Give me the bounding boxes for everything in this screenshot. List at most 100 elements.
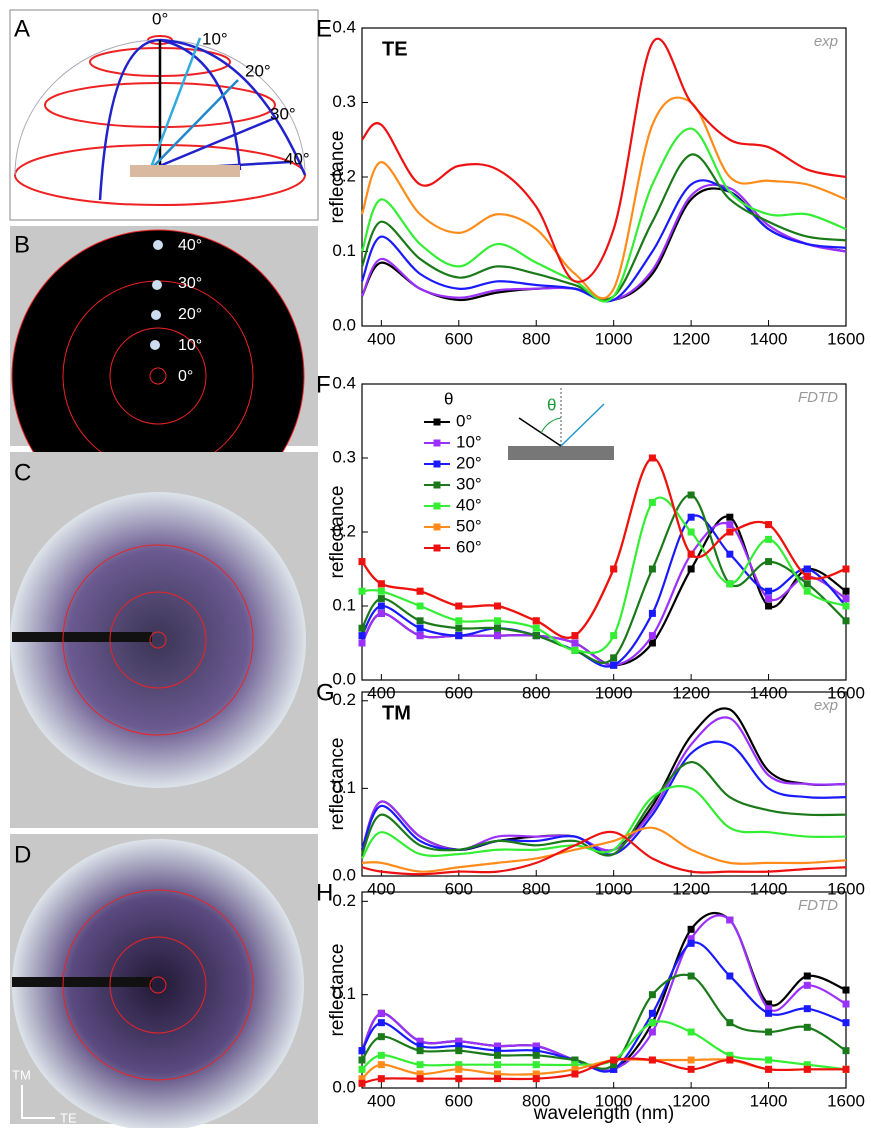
marker xyxy=(571,640,578,647)
y-tick-label: 0.3 xyxy=(332,447,356,466)
marker xyxy=(417,1075,424,1082)
x-tick-label: 1000 xyxy=(595,879,633,898)
marker xyxy=(571,632,578,639)
marker xyxy=(843,1001,850,1008)
marker xyxy=(494,603,501,610)
x-tick-label: 600 xyxy=(445,879,473,898)
y-tick-label: 0.2 xyxy=(332,891,356,910)
marker xyxy=(843,1019,850,1026)
marker xyxy=(455,1075,462,1082)
marker xyxy=(649,1010,656,1017)
marker xyxy=(378,603,385,610)
inset-arc xyxy=(541,418,561,433)
marker xyxy=(765,1029,772,1036)
angle-label: 10° xyxy=(202,29,228,48)
marker xyxy=(726,973,733,980)
marker xyxy=(765,1066,772,1073)
panel-label: B xyxy=(14,231,30,258)
series-line xyxy=(362,742,846,855)
marker xyxy=(610,632,617,639)
x-axis-label: wavelength (nm) xyxy=(533,1103,674,1124)
marker xyxy=(649,455,656,462)
legend-marker xyxy=(434,503,441,510)
legend-marker xyxy=(434,461,441,468)
series-line xyxy=(362,129,846,302)
marker xyxy=(359,558,366,565)
panel-label: A xyxy=(14,15,30,42)
y-tick-label: 0.4 xyxy=(332,17,356,36)
marker xyxy=(571,647,578,654)
x-tick-label: 1000 xyxy=(595,683,633,702)
marker xyxy=(688,566,695,573)
inset-surface xyxy=(508,446,614,460)
marker xyxy=(378,610,385,617)
x-tick-label: 1400 xyxy=(750,879,788,898)
marker xyxy=(804,588,811,595)
axis-label: TM xyxy=(12,1067,31,1082)
marker xyxy=(359,632,366,639)
marker xyxy=(843,566,850,573)
legend-label: 40° xyxy=(456,495,482,514)
chart-title: TE xyxy=(382,38,408,60)
annotation: FDTD xyxy=(798,389,838,406)
x-tick-label: 600 xyxy=(445,329,473,348)
x-tick-label: 1200 xyxy=(672,879,710,898)
x-tick-label: 1200 xyxy=(672,329,710,348)
marker xyxy=(843,603,850,610)
marker xyxy=(359,1057,366,1064)
marker xyxy=(378,1061,385,1068)
y-axis-label: reflectance xyxy=(327,486,348,579)
marker xyxy=(359,588,366,595)
legend-label: 50° xyxy=(456,516,482,535)
x-tick-label: 400 xyxy=(367,683,395,702)
marker xyxy=(610,662,617,669)
marker xyxy=(726,529,733,536)
angle-label: 0° xyxy=(178,368,193,385)
marker xyxy=(649,499,656,506)
marker xyxy=(533,1061,540,1068)
panel-label: G xyxy=(316,679,335,706)
angle-label: 20° xyxy=(245,61,271,80)
marker xyxy=(726,514,733,521)
angle-label: 20° xyxy=(178,306,202,323)
marker xyxy=(417,632,424,639)
annotation: FDTD xyxy=(798,897,838,914)
x-tick-label: 600 xyxy=(445,683,473,702)
marker xyxy=(455,1066,462,1073)
marker xyxy=(455,632,462,639)
legend-label: 0° xyxy=(456,411,472,430)
marker xyxy=(417,617,424,624)
marker xyxy=(610,566,617,573)
figure: A 0° 10° 20° 30° 40° B 40° 30° 20° 10° 0… xyxy=(0,0,871,1128)
marker xyxy=(765,521,772,528)
legend-marker xyxy=(434,482,441,489)
legend-label: 60° xyxy=(456,537,482,556)
marker xyxy=(843,1047,850,1054)
marker xyxy=(688,1057,695,1064)
x-tick-label: 1400 xyxy=(750,329,788,348)
holder xyxy=(12,977,152,987)
inset-incident xyxy=(519,418,561,446)
marker xyxy=(765,595,772,602)
marker xyxy=(417,603,424,610)
y-tick-label: 0.1 xyxy=(332,595,356,614)
marker xyxy=(688,926,695,933)
marker xyxy=(378,595,385,602)
marker xyxy=(649,991,656,998)
marker xyxy=(726,551,733,558)
legend-title: θ xyxy=(444,389,453,408)
marker xyxy=(765,536,772,543)
marker xyxy=(804,1005,811,1012)
x-tick-label: 400 xyxy=(367,879,395,898)
y-tick-label: 0.0 xyxy=(332,315,356,334)
marker xyxy=(417,625,424,632)
panel-label: F xyxy=(316,371,331,398)
marker xyxy=(804,973,811,980)
angle-label: 30° xyxy=(178,275,202,292)
marker xyxy=(688,492,695,499)
marker xyxy=(378,1075,385,1082)
x-tick-label: 600 xyxy=(445,1091,473,1110)
marker xyxy=(765,603,772,610)
y-tick-label: 0.2 xyxy=(332,690,356,709)
marker xyxy=(804,1066,811,1073)
